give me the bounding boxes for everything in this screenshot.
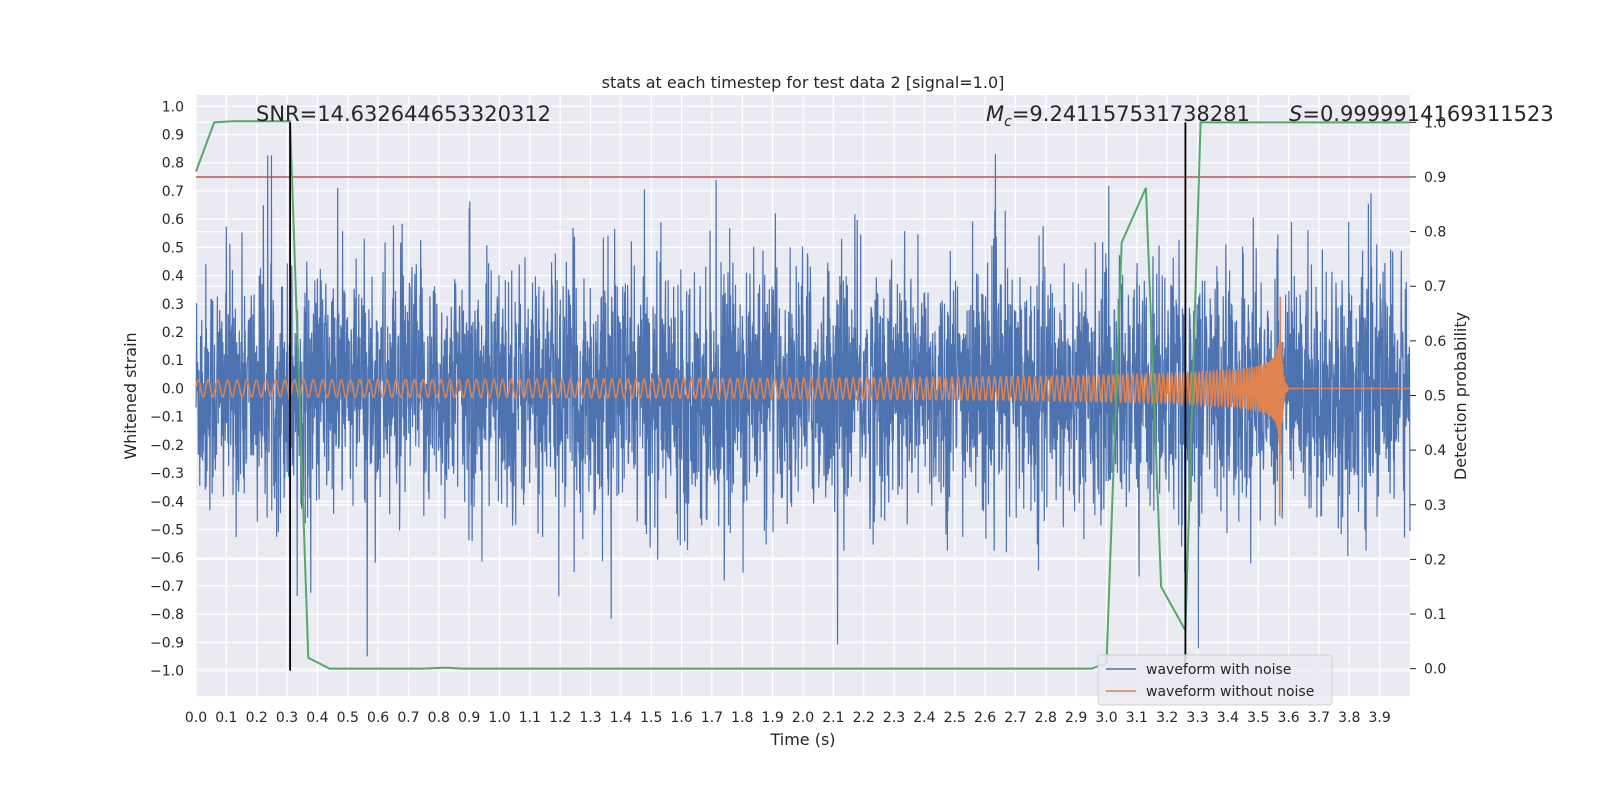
x-tick-label: 1.8 bbox=[731, 710, 753, 726]
x-tick-label: 0.9 bbox=[458, 710, 480, 726]
x-tick-label: 1.9 bbox=[762, 710, 784, 726]
x-tick-label: 2.5 bbox=[944, 710, 966, 726]
y-tick-label: −0.8 bbox=[150, 607, 184, 623]
x-axis-label: Time (s) bbox=[769, 730, 835, 749]
legend-box bbox=[1097, 654, 1333, 706]
y2-tick-label: 0.5 bbox=[1424, 389, 1446, 405]
x-tick-label: 3.9 bbox=[1369, 710, 1391, 726]
y-tick-label: 0.5 bbox=[162, 240, 184, 256]
x-tick-label: 1.2 bbox=[549, 710, 571, 726]
y-tick-label: −0.2 bbox=[150, 438, 184, 454]
y2-tick-label: 0.7 bbox=[1424, 279, 1446, 295]
x-tick-label: 3.8 bbox=[1338, 710, 1360, 726]
x-tick-label: 1.1 bbox=[519, 710, 541, 726]
snr-annotation: SNR=14.632644653320312 bbox=[256, 102, 551, 126]
y-tick-label: 0.9 bbox=[162, 128, 184, 144]
x-tick-label: 2.6 bbox=[974, 710, 996, 726]
x-tick-label: 0.0 bbox=[185, 710, 207, 726]
y-tick-label: 0.3 bbox=[162, 297, 184, 313]
y2-tick-label: 0.1 bbox=[1424, 607, 1446, 623]
y-tick-label: −0.3 bbox=[150, 466, 184, 482]
y-tick-label: −0.7 bbox=[150, 579, 184, 595]
chart-title: stats at each timestep for test data 2 [… bbox=[602, 73, 1005, 92]
x-tick-label: 2.8 bbox=[1035, 710, 1057, 726]
x-tick-labels: 0.0 0.1 0.2 0.3 0.4 0.5 0.6 0.7 0.8 0.9 1.0 1.1 1.2 1… bbox=[185, 710, 1391, 726]
series-waveform-without-noise bbox=[195, 296, 1410, 517]
legend-entry-clean: waveform without noise bbox=[1146, 684, 1314, 700]
x-tick-label: 2.1 bbox=[822, 710, 844, 726]
y2-tick-label: 0.8 bbox=[1424, 225, 1446, 241]
y-tick-label: 0.1 bbox=[162, 353, 184, 369]
y-tick-label: −0.4 bbox=[150, 494, 184, 510]
y2-tick-label: 0.9 bbox=[1424, 170, 1446, 186]
x-tick-label: 2.3 bbox=[883, 710, 905, 726]
x-tick-label: 1.4 bbox=[610, 710, 632, 726]
y-tick-label: 0.4 bbox=[162, 269, 184, 285]
y-tick-label: 1.0 bbox=[162, 99, 184, 115]
x-tick-label: 0.6 bbox=[367, 710, 389, 726]
chirp-mass-annotation: Mc=9.241157531738281 bbox=[986, 102, 1250, 130]
legend: waveform with noise waveform without noi… bbox=[1097, 654, 1333, 706]
detection-overlay bbox=[195, 120, 1410, 671]
x-tick-label: 0.4 bbox=[306, 710, 328, 726]
chirp-mass-symbol: M bbox=[986, 102, 1004, 126]
x-tick-label: 2.7 bbox=[1004, 710, 1026, 726]
y2-axis-label: Detection probability bbox=[1451, 312, 1470, 480]
x-tick-label: 3.4 bbox=[1217, 710, 1239, 726]
y2-tick-label: 1.0 bbox=[1424, 115, 1446, 131]
y2-tick-labels: 1.0 0.9 0.8 0.7 0.6 0.5 0.4 0.3 0.2 0.1 0.0 bbox=[1410, 115, 1446, 678]
s-value: =0.9999914169311523 bbox=[1302, 102, 1553, 126]
x-tick-label: 3.0 bbox=[1095, 710, 1117, 726]
y-tick-label: 0.0 bbox=[162, 381, 184, 397]
y2-tick-label: 0.2 bbox=[1424, 552, 1446, 568]
chirp-line bbox=[195, 296, 1410, 517]
x-tick-label: 0.2 bbox=[246, 710, 268, 726]
x-tick-label: 0.7 bbox=[397, 710, 419, 726]
chirp-mass-value: =9.241157531738281 bbox=[1012, 102, 1250, 126]
y-tick-label: −0.1 bbox=[150, 410, 184, 426]
x-tick-label: 1.3 bbox=[579, 710, 601, 726]
y-axis-label: Whitened strain bbox=[121, 332, 140, 459]
x-tick-label: 1.6 bbox=[670, 710, 692, 726]
y-tick-label: −0.6 bbox=[150, 551, 184, 567]
x-tick-label: 3.5 bbox=[1247, 710, 1269, 726]
x-tick-label: 1.7 bbox=[701, 710, 723, 726]
x-tick-label: 0.1 bbox=[215, 710, 237, 726]
y-tick-label: 0.8 bbox=[162, 156, 184, 172]
x-tick-label: 3.2 bbox=[1156, 710, 1178, 726]
x-tick-label: 0.3 bbox=[276, 710, 298, 726]
y-tick-label: 0.7 bbox=[162, 184, 184, 200]
x-tick-label: 3.7 bbox=[1308, 710, 1330, 726]
x-tick-label: 2.0 bbox=[792, 710, 814, 726]
detection-probability-line bbox=[195, 120, 1410, 670]
y-tick-label: −0.5 bbox=[150, 523, 184, 539]
y-tick-label: −1.0 bbox=[150, 664, 184, 680]
x-tick-label: 2.2 bbox=[853, 710, 875, 726]
x-tick-label: 1.5 bbox=[640, 710, 662, 726]
y-tick-label: 0.6 bbox=[162, 212, 184, 228]
x-tick-label: 3.3 bbox=[1186, 710, 1208, 726]
x-tick-label: 3.6 bbox=[1277, 710, 1299, 726]
y-tick-label: 0.2 bbox=[162, 325, 184, 341]
s-symbol: S bbox=[1289, 102, 1302, 126]
y-tick-label: −0.9 bbox=[150, 635, 184, 651]
y2-tick-label: 0.0 bbox=[1424, 662, 1446, 678]
y2-tick-label: 0.3 bbox=[1424, 498, 1446, 514]
x-tick-label: 2.9 bbox=[1065, 710, 1087, 726]
s-annotation: S=0.9999914169311523 bbox=[1289, 102, 1554, 126]
y2-tick-label: 0.6 bbox=[1424, 334, 1446, 350]
y-tick-labels: 1.0 0.9 0.8 0.7 0.6 0.5 0.4 0.3 0.2 0.1 0.0 −0.1 −0.… bbox=[150, 99, 184, 679]
x-tick-label: 0.5 bbox=[337, 710, 359, 726]
chirp-mass-subscript: c bbox=[1004, 114, 1012, 130]
legend-entry-noise: waveform with noise bbox=[1146, 662, 1291, 678]
x-tick-label: 1.0 bbox=[488, 710, 510, 726]
x-tick-label: 3.1 bbox=[1126, 710, 1148, 726]
y2-tick-label: 0.4 bbox=[1424, 443, 1446, 459]
x-tick-label: 2.4 bbox=[913, 710, 935, 726]
x-tick-label: 0.8 bbox=[428, 710, 450, 726]
